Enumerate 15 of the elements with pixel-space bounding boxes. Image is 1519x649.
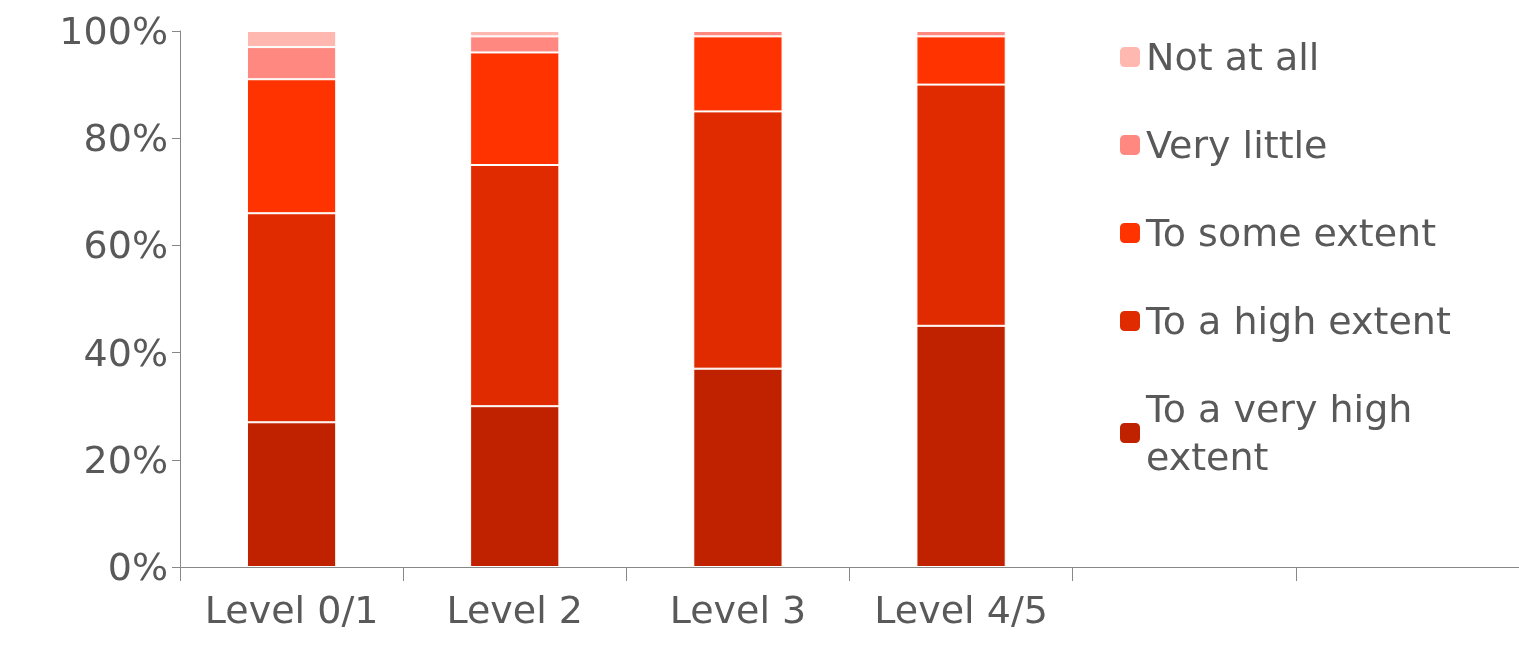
- y-tick-label: 60%: [83, 223, 168, 268]
- x-tick-label: Level 0/1: [204, 588, 379, 632]
- y-tick-label: 0%: [107, 545, 168, 589]
- y-tick-label: 80%: [83, 116, 168, 161]
- legend-label: To some extent: [1145, 211, 1437, 255]
- x-tick-label: Level 4/5: [874, 588, 1048, 632]
- y-tick-label: 40%: [83, 330, 168, 375]
- y-tick-label: 20%: [83, 437, 168, 482]
- x-tick-label: Level 2: [446, 588, 584, 632]
- legend-label: Very little: [1146, 123, 1328, 167]
- legend-label: Not at all: [1146, 35, 1320, 79]
- x-tick-label: Level 3: [669, 588, 807, 632]
- legend-label: To a high extent: [1145, 299, 1451, 343]
- y-tick-label: 100%: [59, 9, 168, 53]
- legend-label: To a very high extent: [1145, 387, 1425, 479]
